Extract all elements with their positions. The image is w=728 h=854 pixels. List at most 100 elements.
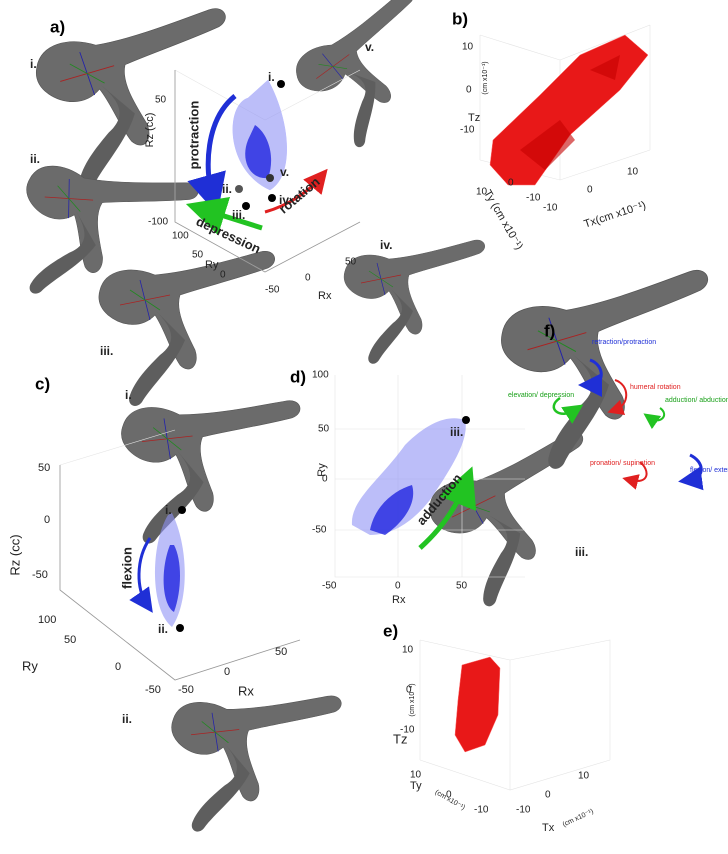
label: -10 [526, 193, 541, 204]
label: b) [452, 9, 468, 28]
label: 0 [395, 581, 401, 592]
label: i. [125, 388, 132, 402]
bone [497, 269, 723, 472]
label: ii. [158, 622, 168, 636]
axes-e [420, 640, 610, 790]
label: 0 [466, 85, 472, 96]
label: adduction/ abduction [665, 397, 728, 404]
label: Rx [318, 290, 332, 302]
label: i. [165, 503, 172, 517]
label: iii. [575, 545, 588, 559]
label: 50 [456, 581, 468, 592]
label: Rz (cc) [144, 113, 156, 148]
label: Ty [410, 780, 422, 792]
label: Tx(cm x10⁻¹) [582, 199, 647, 230]
label: d) [290, 367, 306, 386]
label: humeral rotation [630, 384, 681, 391]
label: 0 [322, 474, 328, 485]
label: -50 [265, 285, 280, 296]
label: 0 [406, 685, 412, 696]
figure: a)i.ii.iii.iv.v.Rz (cc)50-100Ry100500Rx-… [0, 0, 728, 854]
label: 10 [410, 770, 422, 781]
label: (cm x10⁻¹) [562, 808, 595, 828]
label: Ty (cm x10⁻¹) [481, 188, 525, 252]
label: Tx [542, 822, 555, 834]
label: v. [280, 165, 289, 179]
label: 0 [446, 790, 452, 801]
label: a) [50, 17, 65, 36]
label: f) [544, 321, 555, 340]
label: Rx [392, 594, 406, 606]
label: pronation/ supination [590, 460, 655, 467]
label: protraction [186, 101, 201, 170]
label: -50 [322, 581, 337, 592]
label: 50 [38, 462, 50, 474]
label: 0 [224, 666, 230, 678]
bone [283, 0, 463, 159]
label: retraction/protraction [592, 339, 656, 346]
label: flexion/ extension [690, 467, 728, 474]
label: iii. [232, 208, 245, 222]
axes-b [480, 25, 650, 185]
axes-a [175, 70, 360, 272]
label: 10 [627, 167, 639, 178]
label: i. [30, 57, 37, 71]
label: 50 [64, 634, 76, 646]
label: v. [365, 40, 374, 54]
label: Rz (cc) [7, 534, 22, 575]
label: 100 [312, 370, 329, 381]
label: 0 [587, 185, 593, 196]
label: 100 [172, 231, 189, 242]
label: -50 [145, 684, 161, 696]
label: 0 [508, 178, 514, 189]
label: iii. [100, 344, 113, 358]
label: 0 [115, 661, 121, 673]
bones [1, 0, 724, 843]
label: 10 [402, 645, 414, 656]
label: ii. [222, 182, 232, 196]
bone-shape [99, 251, 275, 369]
label: ii. [30, 152, 40, 166]
label: iv. [380, 238, 392, 252]
label: -10 [400, 725, 415, 736]
axes-c [60, 430, 300, 680]
bone-shape [166, 682, 342, 808]
label: Tz [468, 112, 480, 124]
label: 0 [545, 790, 551, 801]
label: 10 [578, 771, 590, 782]
bone [163, 682, 342, 843]
label: 50 [275, 646, 287, 658]
label: Rx [238, 683, 254, 698]
label: Ry [205, 259, 219, 271]
label: c) [35, 374, 50, 393]
label: 0 [44, 514, 50, 526]
label: elevation/ depression [508, 392, 574, 399]
label: e) [383, 621, 398, 640]
label: -50 [32, 569, 48, 581]
label: 10 [476, 187, 488, 198]
label: i. [268, 70, 275, 84]
bone-shape [115, 386, 300, 519]
label: 0 [305, 273, 311, 284]
bone [112, 386, 301, 555]
label: ii. [122, 712, 132, 726]
label: 50 [318, 424, 330, 435]
label: 0 [220, 270, 226, 281]
bone-shape [344, 240, 485, 334]
label: 50 [345, 257, 357, 268]
label: -10 [543, 203, 558, 214]
bone [99, 251, 275, 406]
label: Ry [22, 658, 38, 673]
label: -50 [312, 525, 327, 536]
label: flexion [119, 547, 134, 589]
label: -50 [178, 684, 194, 696]
bone [344, 240, 485, 364]
label: -10 [516, 805, 531, 816]
label: 10 [462, 42, 474, 53]
label: 50 [192, 250, 204, 261]
label: 100 [38, 614, 56, 626]
label: (cm x10⁻¹) [482, 61, 489, 94]
label: -100 [148, 217, 168, 228]
label: 50 [155, 95, 167, 106]
label: -10 [460, 125, 475, 136]
